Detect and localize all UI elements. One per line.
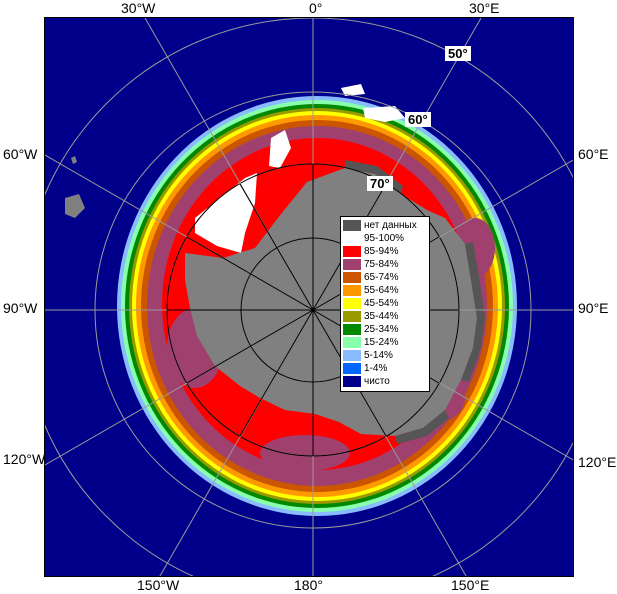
lon-label-120e: 120°E — [578, 454, 617, 470]
legend-swatch — [343, 337, 361, 348]
legend-item: 5-14% — [343, 349, 427, 362]
no-data-fringe — [395, 410, 449, 444]
legend-swatch — [343, 233, 361, 244]
legend-label: 5-14% — [364, 350, 393, 361]
lat-label-70: 70° — [367, 176, 393, 191]
no-data-fringe — [461, 242, 485, 382]
legend-swatch — [343, 350, 361, 361]
legend-label: 45-54% — [364, 298, 399, 309]
concentration-legend: нет данных 95-100% 85-94% 75-84% 65-74% 55-64… — [340, 216, 430, 392]
ice-zone-95-100 — [363, 106, 405, 122]
lon-label-60e: 60°E — [578, 146, 609, 162]
legend-item: 65-74% — [343, 271, 427, 284]
legend-item: 15-24% — [343, 336, 427, 349]
legend-swatch — [343, 376, 361, 387]
lat-label-50: 50° — [445, 46, 471, 61]
legend-swatch — [343, 285, 361, 296]
south-america-tip — [65, 194, 85, 218]
legend-swatch — [343, 259, 361, 270]
legend-swatch — [343, 272, 361, 283]
island-gray — [71, 156, 77, 164]
legend-swatch — [343, 363, 361, 374]
lon-label-180: 180° — [294, 577, 323, 593]
legend-item: 35-44% — [343, 310, 427, 323]
legend-swatch — [343, 324, 361, 335]
lat-label-60: 60° — [405, 112, 431, 127]
polar-stereographic-map — [45, 18, 573, 576]
legend-label: чисто — [364, 376, 390, 387]
legend-item: 45-54% — [343, 297, 427, 310]
legend-label: нет данных — [364, 220, 417, 231]
legend-label: 95-100% — [364, 233, 405, 244]
lon-label-90e: 90°E — [578, 300, 609, 316]
legend-item: 95-100% — [343, 232, 427, 245]
legend-label: 15-24% — [364, 337, 399, 348]
legend-item: чисто — [343, 375, 427, 388]
legend-item: 25-34% — [343, 323, 427, 336]
legend-item: 85-94% — [343, 245, 427, 258]
legend-label: 1-4% — [364, 363, 388, 374]
legend-label: 55-64% — [364, 285, 399, 296]
legend-label: 25-34% — [364, 324, 399, 335]
legend-swatch — [343, 298, 361, 309]
legend-label: 65-74% — [364, 272, 399, 283]
legend-swatch — [343, 311, 361, 322]
lon-label-120w: 120°W — [3, 451, 46, 467]
legend-item: 75-84% — [343, 258, 427, 271]
legend-label: 35-44% — [364, 311, 399, 322]
legend-label: 75-84% — [364, 259, 399, 270]
legend-swatch — [343, 246, 361, 257]
lon-label-0: 0° — [309, 0, 323, 16]
ice-patch-75-84 — [260, 435, 350, 471]
legend-item: нет данных — [343, 219, 427, 232]
legend-item: 1-4% — [343, 362, 427, 375]
ice-zone-95-100 — [195, 173, 257, 253]
no-data-fringe — [345, 160, 403, 194]
lon-label-150w: 150°W — [137, 577, 180, 593]
ice-zone-95-100 — [269, 130, 291, 168]
legend-item: 55-64% — [343, 284, 427, 297]
lon-label-150e: 150°E — [451, 577, 490, 593]
lon-label-30w: 30°W — [121, 0, 156, 16]
ice-zone-95-100 — [341, 84, 365, 96]
legend-label: 85-94% — [364, 246, 399, 257]
lon-label-60w: 60°W — [3, 146, 38, 162]
lon-label-90w: 90°W — [3, 300, 38, 316]
lon-label-30e: 30°E — [469, 0, 500, 16]
sea-ice-map: 50° 60° 70° — [44, 17, 574, 577]
legend-swatch — [343, 220, 361, 231]
